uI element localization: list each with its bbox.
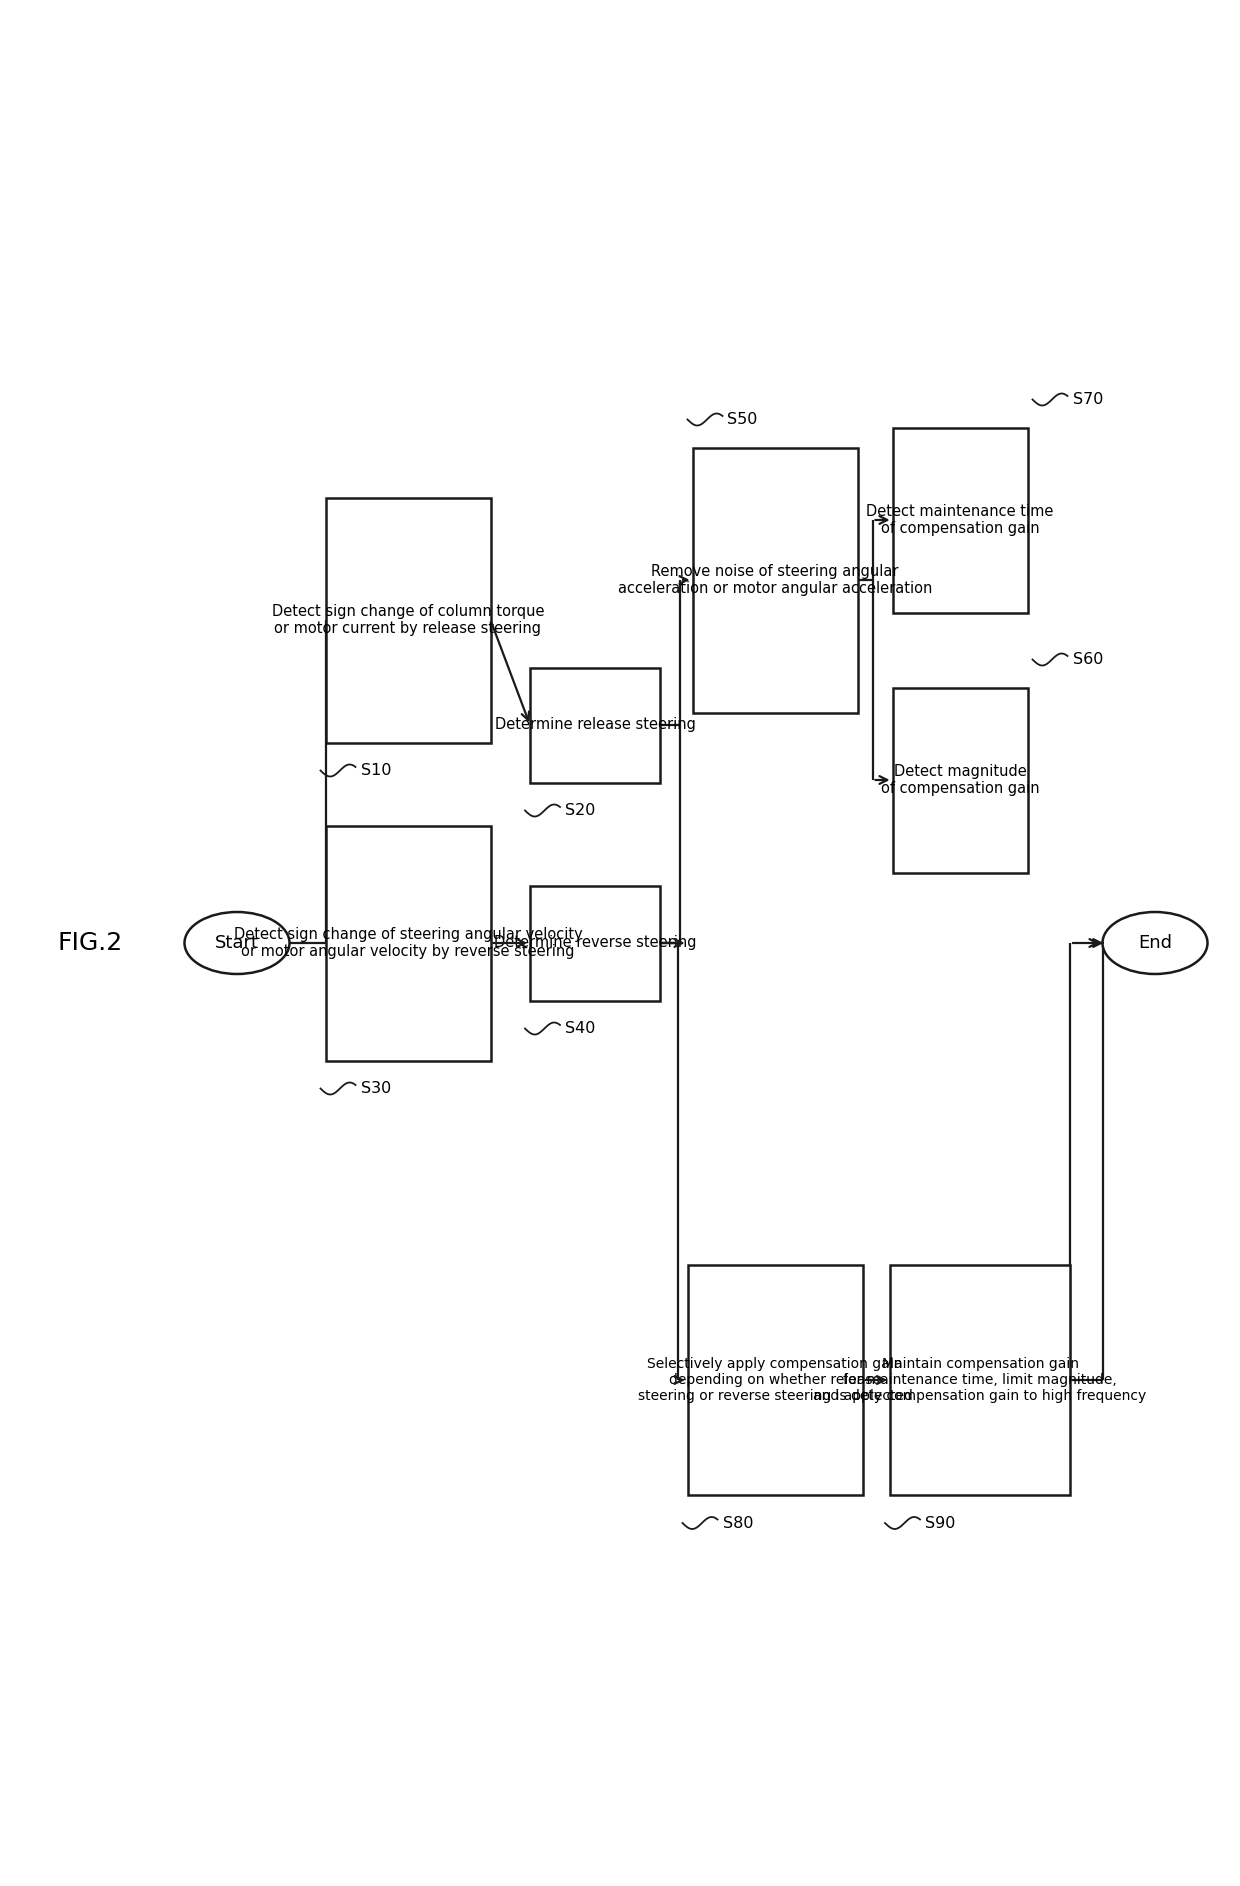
Text: Determine release steering: Determine release steering xyxy=(495,717,696,732)
Bar xyxy=(529,668,660,783)
Text: Selectively apply compensation gain
depending on whether release
steering or rev: Selectively apply compensation gain depe… xyxy=(637,1356,913,1403)
Text: Detect maintenance time
of compensation gain: Detect maintenance time of compensation … xyxy=(867,504,1054,536)
Bar xyxy=(325,498,491,743)
Text: Remove noise of steering angular
acceleration or motor angular acceleration: Remove noise of steering angular acceler… xyxy=(618,564,932,596)
Bar xyxy=(692,447,858,713)
Text: FIG.2: FIG.2 xyxy=(57,932,123,954)
Text: S20: S20 xyxy=(565,803,595,819)
Text: Detect magnitude
of compensation gain: Detect magnitude of compensation gain xyxy=(880,764,1039,796)
Text: Start: Start xyxy=(215,934,259,952)
Bar xyxy=(687,1266,863,1496)
Text: S80: S80 xyxy=(723,1516,753,1531)
Text: S50: S50 xyxy=(728,411,758,426)
Bar xyxy=(890,1266,1070,1496)
Text: S60: S60 xyxy=(1073,653,1102,668)
Ellipse shape xyxy=(185,913,289,973)
Bar xyxy=(893,428,1028,613)
Text: Detect sign change of steering angular velocity
or motor angular velocity by rev: Detect sign change of steering angular v… xyxy=(233,926,583,960)
Bar xyxy=(325,826,491,1060)
Bar xyxy=(893,688,1028,873)
Text: S10: S10 xyxy=(361,764,391,779)
Text: S40: S40 xyxy=(565,1020,595,1035)
Text: S70: S70 xyxy=(1073,392,1102,407)
Bar xyxy=(529,886,660,1000)
Text: Determine reverse steering: Determine reverse steering xyxy=(494,935,696,951)
Text: Detect sign change of column torque
or motor current by release steering: Detect sign change of column torque or m… xyxy=(272,604,544,636)
Text: S90: S90 xyxy=(925,1516,955,1531)
Text: End: End xyxy=(1138,934,1172,952)
Text: Maintain compensation gain
for maintenance time, limit magnitude,
and apply comp: Maintain compensation gain for maintenan… xyxy=(813,1356,1147,1403)
Ellipse shape xyxy=(1102,913,1208,973)
Text: S30: S30 xyxy=(361,1081,391,1096)
